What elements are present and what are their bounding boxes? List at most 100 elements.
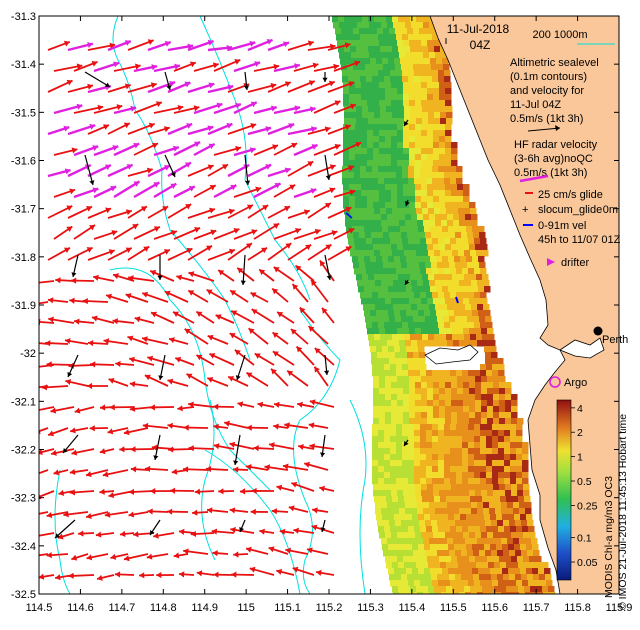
hf-vector-head bbox=[207, 334, 214, 341]
chl-pixel bbox=[421, 484, 428, 491]
chl-pixel bbox=[391, 556, 398, 563]
hf-vector-head bbox=[233, 551, 239, 558]
chl-pixel bbox=[428, 112, 435, 119]
chl-pixel bbox=[474, 466, 481, 473]
chl-pixel bbox=[404, 112, 411, 119]
chl-pixel bbox=[426, 448, 433, 455]
chl-pixel bbox=[458, 586, 465, 593]
chl-pixel bbox=[524, 586, 531, 593]
chl-pixel bbox=[480, 268, 487, 275]
glider-track-north bbox=[345, 212, 353, 219]
hf-vector-head bbox=[283, 41, 289, 48]
chl-pixel bbox=[470, 586, 477, 593]
hf-vector-head bbox=[66, 79, 73, 86]
chl-pixel bbox=[403, 82, 410, 89]
chl-pixel bbox=[433, 382, 440, 389]
alt-vector-head bbox=[55, 533, 60, 538]
chl-pixel bbox=[444, 526, 451, 533]
chl-pixel bbox=[384, 70, 391, 77]
chl-pixel bbox=[338, 16, 345, 23]
chl-pixel bbox=[528, 580, 535, 587]
chl-pixel bbox=[436, 568, 443, 575]
chl-pixel bbox=[396, 178, 403, 185]
chl-pixel bbox=[474, 268, 481, 275]
chl-pixel bbox=[429, 280, 436, 287]
hf-vector-head bbox=[250, 292, 257, 298]
chl-pixel bbox=[358, 256, 365, 263]
chl-pixel bbox=[459, 538, 466, 545]
hf-vector-head bbox=[151, 142, 158, 149]
chl-pixel bbox=[344, 118, 351, 125]
chl-pixel bbox=[397, 400, 404, 407]
chl-pixel bbox=[349, 244, 356, 251]
hf-vector-head bbox=[261, 247, 268, 254]
chl-pixel bbox=[400, 544, 407, 551]
chl-pixel bbox=[432, 460, 439, 467]
chl-pixel bbox=[468, 238, 475, 245]
map-time: 04Z bbox=[470, 38, 491, 52]
chl-pixel bbox=[447, 592, 454, 594]
chl-pixel bbox=[468, 448, 475, 455]
chl-pixel bbox=[379, 490, 386, 497]
alt-vector-head bbox=[240, 280, 246, 285]
y-tick-label: -31.5 bbox=[11, 107, 36, 119]
chl-pixel bbox=[349, 130, 356, 137]
chl-pixel bbox=[438, 172, 445, 179]
chl-pixel bbox=[355, 190, 362, 197]
chl-pixel bbox=[415, 94, 422, 101]
chl-pixel bbox=[388, 286, 395, 293]
chl-pixel bbox=[549, 592, 556, 594]
chl-pixel bbox=[384, 424, 391, 431]
hf-vector-head bbox=[102, 471, 109, 478]
chl-pixel bbox=[446, 496, 453, 503]
chl-pixel bbox=[440, 112, 447, 119]
chl-pixel bbox=[497, 574, 504, 581]
chl-pixel bbox=[403, 196, 410, 203]
chl-pixel bbox=[385, 532, 392, 539]
chl-pixel bbox=[402, 172, 409, 179]
chl-pixel bbox=[387, 280, 394, 287]
legend-alt-line-5: 0.5m/s (1kt 3h) bbox=[510, 113, 583, 125]
chl-pixel bbox=[420, 580, 427, 587]
chl-pixel bbox=[447, 220, 454, 227]
chl-pixel bbox=[421, 130, 428, 137]
colorbar-tick-label: 0.05 bbox=[577, 557, 598, 569]
hf-vector-head bbox=[207, 377, 214, 383]
chl-pixel bbox=[386, 106, 393, 113]
chl-pixel bbox=[433, 196, 440, 203]
hf-vector-head bbox=[250, 123, 257, 129]
chl-pixel bbox=[343, 94, 350, 101]
chl-pixel bbox=[403, 124, 410, 131]
chl-pixel bbox=[398, 46, 405, 53]
hf-vector-head bbox=[93, 274, 99, 281]
hf-vector-head bbox=[64, 338, 71, 345]
chl-pixel bbox=[385, 154, 392, 161]
chl-pixel bbox=[343, 202, 350, 209]
chl-pixel bbox=[463, 394, 470, 401]
hf-vector-head bbox=[130, 446, 136, 453]
chl-pixel bbox=[469, 328, 476, 335]
chl-pixel bbox=[445, 202, 452, 209]
hf-vector-head bbox=[111, 229, 118, 236]
hf-vector-head bbox=[307, 161, 314, 167]
chl-pixel bbox=[456, 322, 463, 329]
chl-pixel bbox=[412, 346, 419, 353]
chl-pixel bbox=[401, 574, 408, 581]
chl-pixel bbox=[382, 544, 389, 551]
chl-pixel bbox=[384, 448, 391, 455]
hf-vector-head bbox=[140, 206, 147, 212]
chl-pixel bbox=[354, 238, 361, 245]
chl-pixel bbox=[403, 400, 410, 407]
chl-pixel bbox=[413, 262, 420, 269]
alt-vector-head bbox=[166, 85, 172, 90]
chl-pixel bbox=[395, 358, 402, 365]
hf-vector-head bbox=[218, 270, 225, 276]
chl-pixel bbox=[466, 286, 473, 293]
chl-pixel bbox=[343, 154, 350, 161]
chl-pixel bbox=[455, 574, 462, 581]
chl-pixel bbox=[460, 514, 467, 521]
chl-pixel bbox=[472, 256, 479, 263]
chl-pixel bbox=[525, 592, 532, 594]
chl-pixel bbox=[445, 412, 452, 419]
hf-vector-head bbox=[216, 102, 223, 109]
